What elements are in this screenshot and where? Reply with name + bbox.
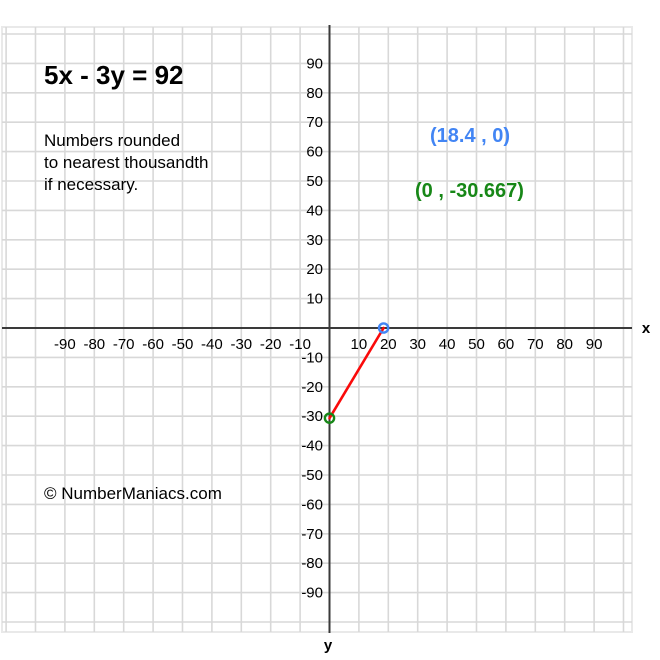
rounding-note: Numbers rounded to nearest thousandth if… bbox=[44, 130, 208, 196]
x-tick-label: -40 bbox=[201, 336, 223, 353]
y-tick-label: 80 bbox=[306, 85, 323, 102]
y-intercept-point bbox=[323, 412, 336, 424]
x-tick-label: -90 bbox=[54, 336, 76, 353]
y-tick-label: -20 bbox=[301, 379, 323, 396]
y-intercept-annotation: (0 , -30.667) bbox=[415, 180, 524, 202]
y-tick-label: 10 bbox=[306, 291, 323, 308]
x-intercept-annotation: (18.4 , 0) bbox=[430, 125, 511, 147]
x-tick-label: 20 bbox=[380, 336, 397, 353]
x-tick-label: -60 bbox=[142, 336, 164, 353]
x-tick-label: 30 bbox=[409, 336, 426, 353]
x-tick-label: 60 bbox=[498, 336, 515, 353]
y-tick-label: 40 bbox=[306, 202, 323, 219]
x-tick-label: -20 bbox=[260, 336, 282, 353]
y-tick-label: 30 bbox=[306, 232, 323, 249]
x-tick-label: -80 bbox=[83, 336, 105, 353]
x-intercept-point bbox=[377, 322, 390, 334]
rounding-note-line3: if necessary. bbox=[44, 175, 139, 194]
x-tick-label: 40 bbox=[439, 336, 456, 353]
y-tick-label: 60 bbox=[306, 144, 323, 161]
y-tick-label: -30 bbox=[301, 408, 323, 425]
x-tick-label: -10 bbox=[289, 336, 311, 353]
y-tick-label: 70 bbox=[306, 114, 323, 131]
plot-border bbox=[1, 26, 633, 633]
y-axis-letter: y bbox=[324, 637, 333, 654]
y-tick-label: -50 bbox=[301, 467, 323, 484]
x-tick-label: -70 bbox=[113, 336, 135, 353]
y-tick-label: -80 bbox=[301, 555, 323, 572]
y-tick-label: -90 bbox=[301, 585, 323, 602]
y-tick-label: -70 bbox=[301, 526, 323, 543]
x-tick-label: -30 bbox=[230, 336, 252, 353]
y-tick-label: -10 bbox=[301, 349, 323, 366]
rounding-note-line2: to nearest thousandth bbox=[44, 153, 209, 172]
rounding-note-line1: Numbers rounded bbox=[44, 131, 181, 150]
copyright-text: © NumberManiacs.com bbox=[44, 484, 222, 503]
x-tick-label: 80 bbox=[556, 336, 573, 353]
y-tick-label: 90 bbox=[306, 55, 323, 72]
y-tick-label: -40 bbox=[301, 438, 323, 455]
x-tick-label: 50 bbox=[468, 336, 485, 353]
x-tick-label: 10 bbox=[351, 336, 368, 353]
x-tick-label: 90 bbox=[586, 336, 603, 353]
solution-segment bbox=[328, 326, 385, 420]
y-tick-label: -60 bbox=[301, 496, 323, 513]
y-tick-label: 20 bbox=[306, 261, 323, 278]
x-tick-label: 70 bbox=[527, 336, 544, 353]
x-axis-letter: x bbox=[642, 320, 651, 337]
x-tick-label: -50 bbox=[172, 336, 194, 353]
y-tick-label: 50 bbox=[306, 173, 323, 190]
equation-title: 5x - 3y = 92 bbox=[44, 60, 184, 90]
